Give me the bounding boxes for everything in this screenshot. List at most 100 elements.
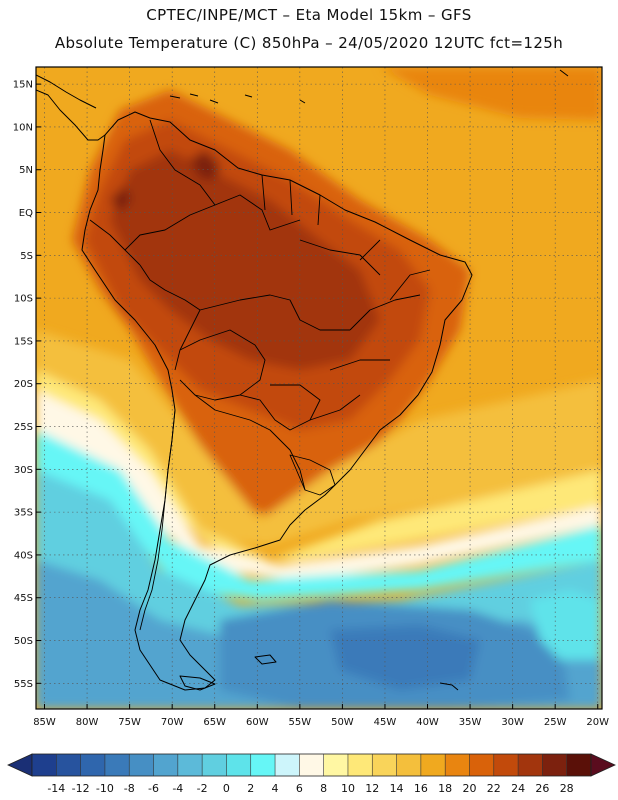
colorbar-label: -4 — [172, 782, 183, 795]
colorbar-label: 22 — [487, 782, 501, 795]
lon-tick-label: 60W — [246, 717, 269, 728]
field-band-26 — [110, 150, 380, 370]
lat-tick-label: 5S — [20, 251, 33, 262]
colorbar-swatch — [372, 754, 397, 776]
border-venezuela-brazil — [214, 194, 301, 231]
caribbean-islands — [169, 69, 569, 104]
lon-tick-label: 70W — [161, 717, 184, 728]
lat-tick-label: 35S — [14, 508, 33, 519]
coastlines — [36, 69, 569, 691]
colorbar-swatch — [226, 754, 252, 776]
colorbar-swatch — [542, 754, 567, 776]
colorbar-label: 0 — [223, 782, 230, 795]
colorbar-swatch — [153, 754, 179, 776]
colorbar-swatch — [32, 754, 57, 776]
falkland-islands — [254, 654, 277, 665]
longitude-axis: 85W 80W 75W 70W 65W 60W 55W 50W 45W 40W 35W 30W 25W 2… — [33, 704, 609, 728]
colorbar-swatch — [104, 754, 130, 776]
border-peru-brazil — [139, 264, 201, 371]
colorbar-swatch — [445, 754, 470, 776]
tierra-del-fuego — [179, 675, 216, 691]
colorbar-swatch — [396, 754, 422, 776]
lat-tick-label: 15N — [13, 80, 33, 91]
colorbar-label: 14 — [390, 782, 404, 795]
border-brazil-states — [299, 239, 431, 421]
colorbar-swatch — [275, 754, 300, 776]
colorbar-label: 6 — [296, 782, 303, 795]
colorbar-label: 8 — [320, 782, 327, 795]
colorbar-swatch — [56, 754, 81, 776]
colorbar-swatch — [177, 754, 203, 776]
south-georgia — [439, 682, 459, 691]
map-frame — [35, 66, 603, 710]
colorbar-max-arrow — [590, 753, 616, 777]
border-uruguay — [289, 454, 336, 496]
colorbar-label: -8 — [124, 782, 135, 795]
chart-title-line-1: CPTEC/INPE/MCT – Eta Model 15km – GFS — [146, 6, 472, 24]
south-america-coastline — [81, 111, 473, 691]
lon-tick-label: 25W — [544, 717, 567, 728]
colorbar-label: -12 — [72, 782, 90, 795]
field-band-20 — [380, 67, 602, 120]
colorbar-swatch — [250, 754, 276, 776]
lat-tick-label: 5N — [19, 165, 33, 176]
lon-tick-label: 35W — [459, 717, 482, 728]
colorbar-label: 12 — [365, 782, 379, 795]
border-brazil-west — [199, 294, 350, 331]
colorbar-min-arrow — [7, 753, 33, 777]
field-band-8 — [36, 390, 602, 580]
border-bolivia — [179, 329, 266, 401]
border-paraguay — [239, 384, 321, 431]
colorbar-swatch — [323, 754, 349, 776]
lat-tick-label: 30S — [14, 465, 33, 476]
colorbar-swatch — [566, 754, 592, 776]
colorbar-swatch — [420, 754, 446, 776]
lat-tick-label: 10N — [13, 122, 33, 133]
lon-tick-label: 80W — [76, 717, 99, 728]
colorbar-swatch — [202, 754, 227, 776]
lon-tick-label: 65W — [203, 717, 226, 728]
colorbar-label: 24 — [511, 782, 525, 795]
latitude-axis: 15N 10N 5N EQ 5S 10S 15S 20S 25S 30S 35S 40S 45S 50S 5… — [13, 80, 41, 690]
temperature-colorbar: -14 -12 -10 -8 -6 -4 -2 0 2 4 6 8 10 12 14 16 18 20 22 24 26… — [7, 753, 616, 795]
lon-tick-label: 55W — [289, 717, 312, 728]
lon-tick-label: 75W — [118, 717, 141, 728]
chart-title-line-2: Absolute Temperature (C) 850hPa – 24/05/… — [54, 34, 564, 52]
colorbar-label: 28 — [560, 782, 574, 795]
colorbar-swatch — [469, 754, 495, 776]
lat-tick-label: 50S — [14, 636, 33, 647]
lat-tick-label: 55S — [14, 679, 33, 690]
field-band-18 — [36, 330, 602, 545]
colorbar-swatch — [129, 754, 154, 776]
field-band-28 — [110, 150, 220, 212]
colorbar-label: -10 — [96, 782, 114, 795]
lon-tick-label: 85W — [33, 717, 56, 728]
field-warm-anomaly-south — [530, 590, 600, 660]
country-borders — [89, 119, 431, 631]
colorbar-label: 16 — [414, 782, 428, 795]
colorbar-label: 2 — [247, 782, 254, 795]
lat-tick-label: 10S — [14, 294, 33, 305]
temperature-field — [36, 67, 602, 709]
lon-tick-label: 50W — [331, 717, 354, 728]
lat-tick-label: 25S — [14, 422, 33, 433]
colorbar-label: -2 — [197, 782, 208, 795]
colorbar-label: 20 — [462, 782, 476, 795]
colorbar-swatch — [493, 754, 519, 776]
colorbar-label: 10 — [341, 782, 355, 795]
lat-tick-label: 15S — [14, 336, 33, 347]
field-band-4 — [36, 430, 602, 600]
colorbar-swatch — [518, 754, 543, 776]
lat-tick-label: 45S — [14, 593, 33, 604]
colorbar-label: -6 — [148, 782, 159, 795]
border-argentina-chile — [139, 409, 176, 631]
border-guianas — [261, 174, 321, 226]
lon-tick-label: 20W — [586, 717, 609, 728]
colorbar-swatch — [347, 754, 373, 776]
lon-tick-label: 30W — [501, 717, 524, 728]
field-band-minus-6 — [330, 625, 480, 690]
colorbar-label: -14 — [47, 782, 65, 795]
lon-tick-label: 40W — [416, 717, 439, 728]
border-argentina-north — [194, 394, 306, 491]
